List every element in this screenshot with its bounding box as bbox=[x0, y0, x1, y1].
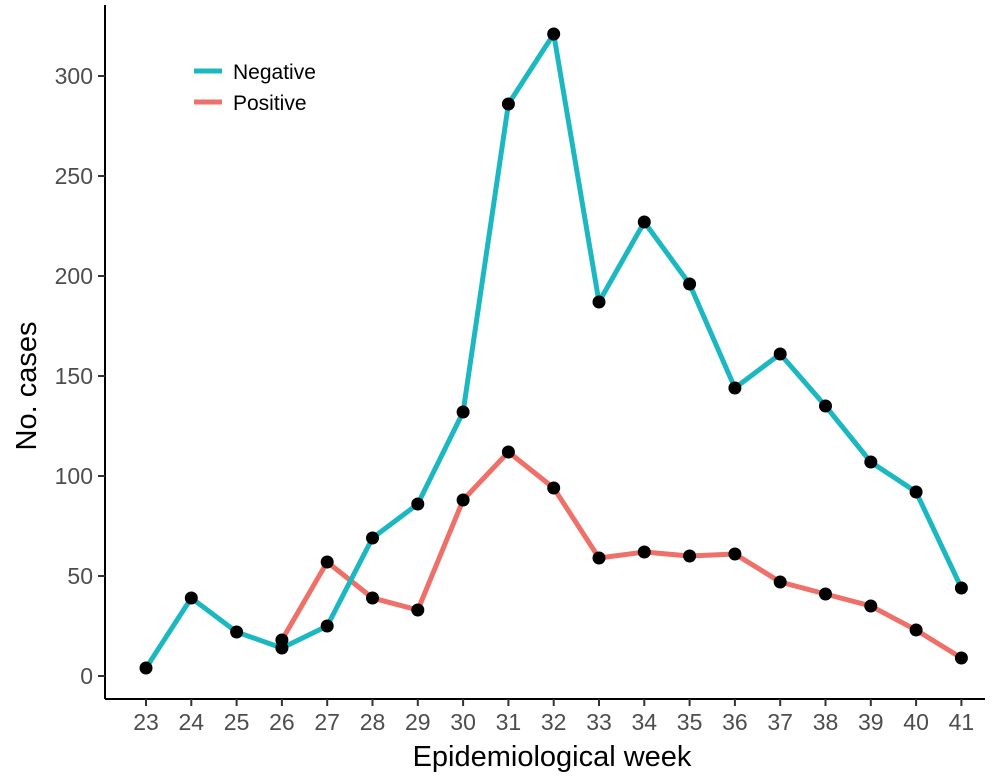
legend-label-positive: Positive bbox=[233, 92, 307, 115]
data-point-negative bbox=[456, 405, 470, 419]
data-point-negative bbox=[184, 591, 198, 605]
data-point-negative bbox=[547, 27, 561, 41]
x-tick-label: 34 bbox=[632, 709, 658, 735]
y-tick-label: 0 bbox=[80, 663, 93, 689]
x-tick-label: 24 bbox=[179, 709, 205, 735]
data-point-positive bbox=[637, 545, 651, 559]
legend-label-negative: Negative bbox=[233, 61, 316, 84]
x-tick-label: 38 bbox=[813, 709, 839, 735]
x-tick-label: 33 bbox=[586, 709, 612, 735]
data-point-positive bbox=[547, 481, 561, 495]
data-points bbox=[139, 27, 968, 675]
x-axis-ticks: 23 24 25 26 27 28 29 30 31 32 33 34 35 36 37 38 39 40 41 bbox=[133, 699, 974, 735]
data-point-positive bbox=[592, 551, 606, 565]
data-point-positive bbox=[366, 591, 379, 605]
x-tick-label: 29 bbox=[405, 709, 431, 735]
x-tick-label: 41 bbox=[949, 709, 975, 735]
data-point-negative bbox=[773, 347, 787, 361]
series-lines bbox=[143, 31, 964, 670]
x-tick-label: 36 bbox=[722, 709, 748, 735]
data-point-negative bbox=[864, 455, 878, 469]
x-tick-label: 26 bbox=[269, 709, 295, 735]
data-point-positive bbox=[501, 445, 515, 459]
data-point-negative bbox=[411, 497, 425, 511]
x-tick-label: 27 bbox=[314, 709, 340, 735]
data-point-positive bbox=[320, 555, 334, 569]
y-tick-label: 50 bbox=[67, 563, 93, 589]
data-point-negative bbox=[501, 97, 515, 111]
data-point-positive bbox=[728, 547, 742, 561]
data-point-negative bbox=[683, 277, 697, 291]
plot-area bbox=[139, 27, 968, 675]
data-point-negative bbox=[728, 381, 742, 395]
data-point-positive bbox=[773, 575, 787, 589]
data-point-negative bbox=[320, 619, 334, 633]
series-line-positive bbox=[279, 449, 963, 661]
data-point-positive bbox=[909, 623, 923, 637]
x-tick-label: 40 bbox=[903, 709, 929, 735]
y-tick-label: 150 bbox=[55, 363, 93, 389]
series-line-negative bbox=[143, 31, 964, 670]
x-axis-title: Epidemiological week bbox=[413, 741, 692, 773]
data-point-negative bbox=[139, 661, 153, 675]
x-tick-label: 37 bbox=[767, 709, 793, 735]
data-point-positive bbox=[275, 633, 289, 647]
x-tick-label: 35 bbox=[677, 709, 703, 735]
data-point-positive bbox=[411, 603, 425, 617]
data-point-positive bbox=[456, 493, 470, 507]
y-axis-title: No. cases bbox=[11, 322, 43, 451]
x-tick-label: 31 bbox=[496, 709, 522, 735]
y-tick-label: 200 bbox=[55, 263, 93, 289]
x-tick-label: 28 bbox=[360, 709, 386, 735]
data-point-negative bbox=[366, 531, 379, 545]
y-tick-label: 250 bbox=[55, 163, 93, 189]
data-point-positive bbox=[954, 651, 968, 665]
data-point-negative bbox=[909, 485, 923, 499]
x-tick-label: 32 bbox=[541, 709, 567, 735]
x-tick-label: 25 bbox=[224, 709, 250, 735]
x-tick-label: 30 bbox=[450, 709, 476, 735]
y-tick-label: 100 bbox=[55, 463, 93, 489]
data-point-negative bbox=[954, 581, 968, 595]
x-tick-label: 39 bbox=[858, 709, 884, 735]
x-tick-label: 23 bbox=[133, 709, 159, 735]
y-axis-ticks: 0 50 100 150 200 250 300 bbox=[55, 63, 105, 689]
data-point-negative bbox=[230, 625, 244, 639]
legend: Negative Positive bbox=[194, 61, 316, 115]
data-point-positive bbox=[683, 549, 697, 563]
y-tick-label: 300 bbox=[55, 63, 93, 89]
data-point-positive bbox=[819, 587, 832, 601]
data-point-positive bbox=[864, 599, 878, 613]
data-point-negative bbox=[819, 399, 832, 413]
data-point-negative bbox=[592, 295, 606, 309]
data-point-negative bbox=[637, 215, 651, 229]
